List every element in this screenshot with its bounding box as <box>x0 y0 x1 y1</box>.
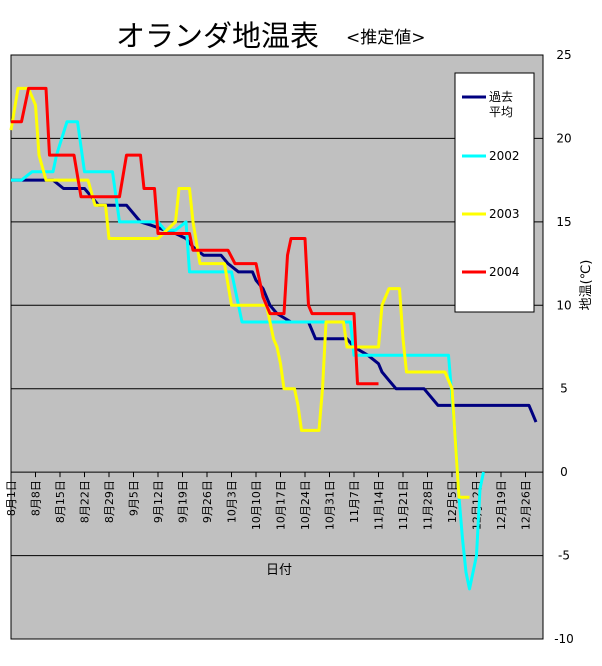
y-axis-ticks: -10 -5 0 5 10 15 20 25 <box>554 48 574 646</box>
series-line <box>9 86 470 499</box>
x-tick-label: 12月19日 <box>495 480 508 530</box>
x-tick-label: 11月28日 <box>422 480 435 530</box>
x-tick-label: 11月14日 <box>373 480 386 530</box>
legend-items: 過去平均 2002 2003 2004 <box>462 90 520 279</box>
legend-label: 2003 <box>489 207 520 221</box>
legend-label: 2002 <box>489 149 520 163</box>
series-line <box>11 120 485 591</box>
x-tick-label: 11月7日 <box>348 480 361 523</box>
x-axis-label: 日付 <box>266 563 292 578</box>
x-tick-label: 8月22日 <box>79 480 92 523</box>
legend-label: 過去平均 <box>489 90 513 119</box>
y-tick-label: -5 <box>558 549 570 563</box>
x-tick-label: 9月12日 <box>152 480 165 523</box>
series-lines <box>9 86 538 591</box>
x-tick-label: 9月5日 <box>128 480 141 516</box>
chart-title: オランダ地温表 <box>116 19 319 53</box>
x-tick-label: 8月1日 <box>5 480 18 516</box>
x-tick-label: 11月21日 <box>397 480 410 530</box>
gridlines <box>11 137 543 557</box>
legend-label: 2004 <box>489 265 520 279</box>
x-axis-ticks: 8月1日 8月8日 8月15日 8月22日 8月29日 9月5日 9月12日 9月19日 9月2… <box>5 472 533 530</box>
chart-subtitle: <推定値> <box>346 28 426 48</box>
x-tick-label: 10月3日 <box>226 480 239 523</box>
x-tick-label: 10月24日 <box>299 480 312 530</box>
x-tick-label: 12月26日 <box>520 480 533 530</box>
series-line <box>11 86 379 386</box>
y-tick-label: 5 <box>560 382 568 396</box>
x-tick-label: 8月29日 <box>103 480 116 523</box>
y-tick-label: -10 <box>554 632 574 646</box>
legend: 過去平均 2002 2003 2004 <box>454 72 535 313</box>
x-tick-label: 10月31日 <box>324 480 337 530</box>
y-axis-label: 地温(℃) <box>579 260 594 311</box>
x-tick-label: 10月17日 <box>275 480 288 530</box>
chart-title-group: オランダ地温表 <推定値> <box>116 19 426 53</box>
y-tick-label: 20 <box>556 131 571 145</box>
x-tick-label: 10月10日 <box>250 480 263 530</box>
x-tick-label: 9月26日 <box>201 480 214 523</box>
series-line <box>11 178 538 423</box>
x-tick-label: 9月19日 <box>177 480 190 523</box>
x-tick-label: 8月15日 <box>54 480 67 523</box>
x-tick-label: 8月8日 <box>30 480 43 516</box>
x-tick-label: 12月5日 <box>446 480 459 523</box>
y-tick-label: 10 <box>556 298 571 312</box>
y-tick-label: 15 <box>556 215 571 229</box>
y-tick-label: 0 <box>560 465 568 479</box>
y-tick-label: 25 <box>556 48 571 62</box>
